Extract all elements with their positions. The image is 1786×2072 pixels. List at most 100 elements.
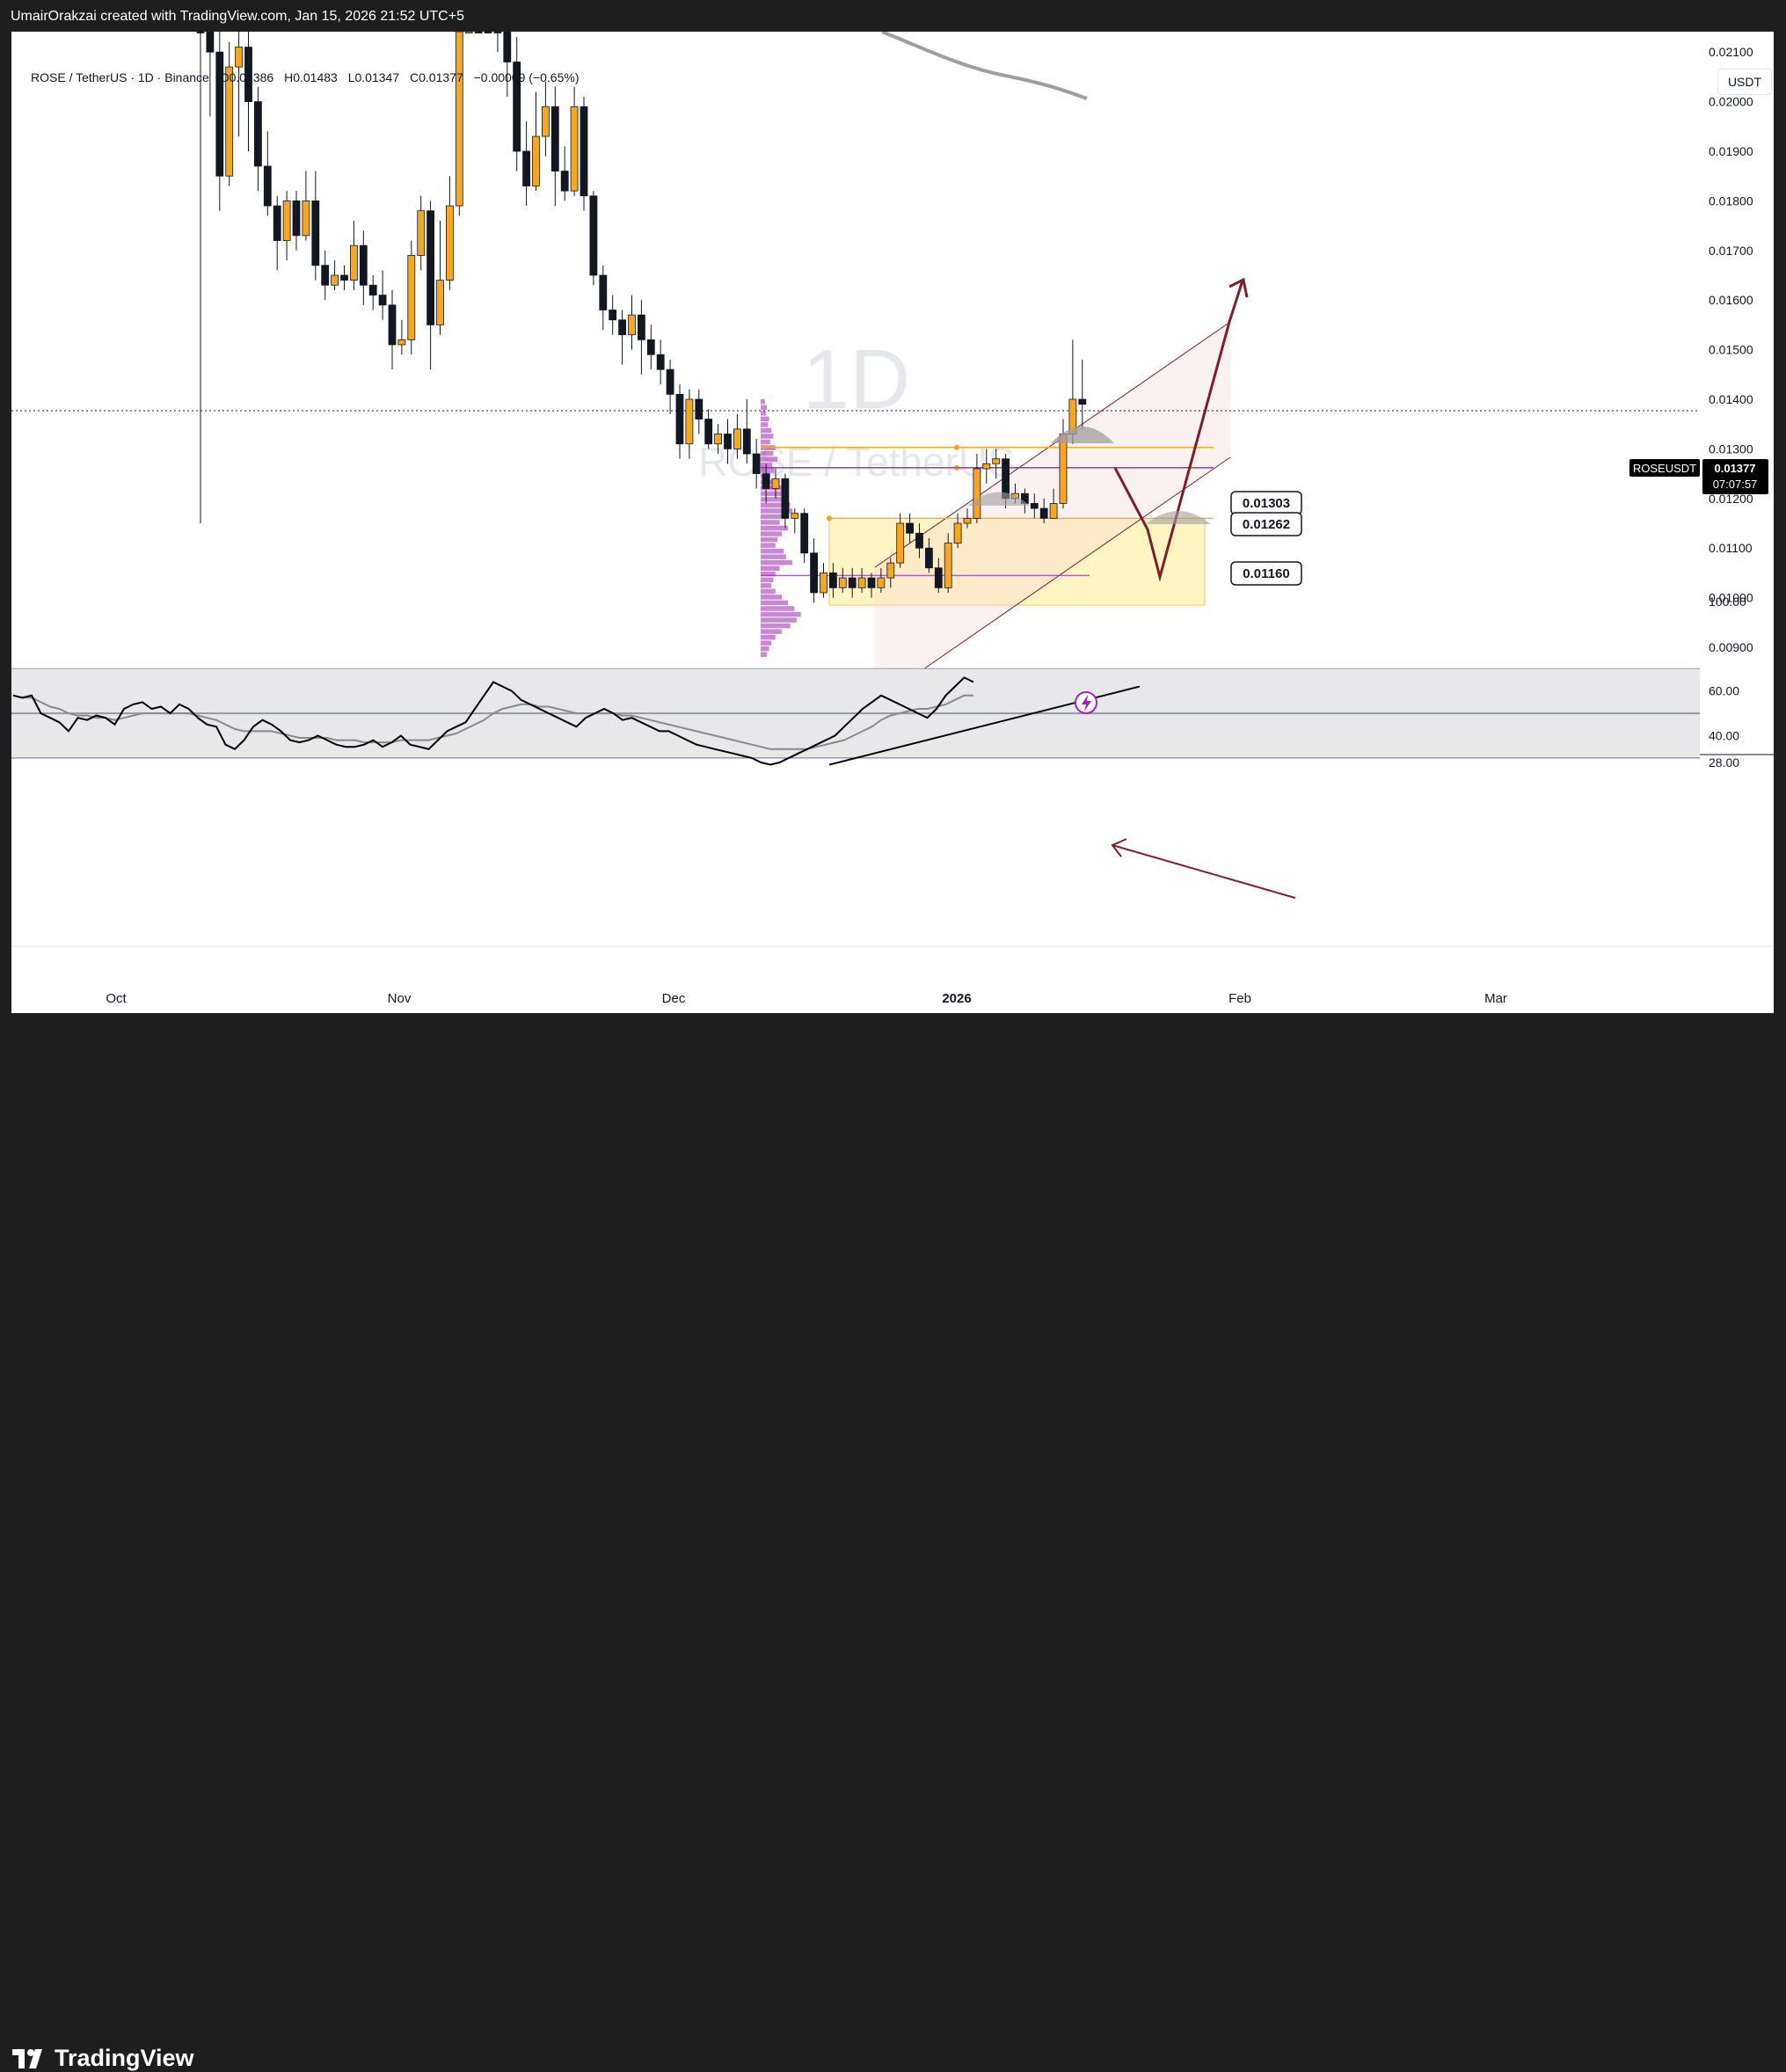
volume-profile-bar — [761, 588, 776, 595]
volume-profile-bar — [761, 520, 780, 525]
candle-body — [992, 458, 1001, 464]
watermark: 1D ROSE / TetherUS — [698, 332, 1015, 485]
price-tag-countdown: 07:07:57 — [1713, 478, 1758, 491]
candle-body — [666, 368, 674, 395]
candle-body — [417, 210, 426, 256]
volume-profile-bar — [761, 617, 797, 623]
rsi-tick-label: 28.00 — [1709, 755, 1739, 770]
rsi-pane — [11, 668, 1700, 899]
volume-profile-bar — [761, 525, 789, 531]
candle-body — [436, 280, 444, 325]
candle-body — [455, 32, 463, 207]
chart-panel[interactable]: 1D ROSE / TetherUS 0.02100 0.02000 0.01900… — [11, 32, 1774, 1013]
watermark-pair: ROSE / TetherUS — [698, 439, 1015, 485]
candle-body — [368, 284, 377, 295]
legend-open: O0.01386 — [219, 70, 274, 84]
demand-zone — [828, 517, 1206, 606]
candle-body — [464, 32, 473, 33]
candle-body — [829, 573, 837, 588]
volume-profile-bar — [761, 468, 775, 473]
symbol-legend[interactable]: ROSE / TetherUS · 1D · Binance O0.01386 … — [31, 70, 587, 84]
shoulder-left-shape — [968, 492, 1030, 506]
candle-body — [215, 51, 224, 177]
price-tick-label: 0.01300 — [1709, 441, 1753, 456]
volume-profile-bar — [761, 405, 768, 411]
candle-body — [542, 106, 550, 137]
price-axis[interactable]: 0.02100 0.02000 0.01900 0.01800 0.01700 0.016… — [1700, 45, 1774, 770]
volume-profile-bar — [761, 411, 766, 416]
candle-body — [867, 577, 876, 588]
currency-unit-button[interactable]: USDT — [1717, 69, 1772, 95]
price-tick-label: 0.01100 — [1709, 541, 1753, 555]
volume-profile — [761, 399, 801, 657]
candle-body — [742, 428, 751, 455]
price-tick-label: 0.01900 — [1709, 144, 1753, 158]
price-tick-label: 0.01800 — [1709, 193, 1753, 208]
candle-body — [714, 434, 722, 445]
top-bar: UmairOrakzai created with TradingView.co… — [0, 0, 1786, 32]
candle-body — [513, 62, 521, 152]
volume-profile-bar — [761, 514, 786, 520]
candle-body — [973, 468, 981, 519]
rsi-line — [12, 676, 974, 766]
price-tick-label: 0.01200 — [1709, 492, 1753, 506]
candle-body — [225, 66, 234, 177]
candle-body — [493, 32, 502, 33]
projection-path — [1113, 280, 1244, 582]
candle-body — [953, 522, 962, 544]
candle-body — [474, 32, 483, 33]
level-labels[interactable]: 0.01303 0.01262 0.01160 — [1230, 491, 1302, 586]
candle-body — [426, 210, 435, 325]
candle-body — [896, 522, 905, 564]
projection-arrowhead — [1228, 277, 1249, 298]
candle-body — [724, 434, 732, 449]
candle-body — [638, 314, 645, 340]
candle-body — [733, 428, 741, 449]
candle-body — [618, 319, 626, 336]
candle-body — [445, 205, 454, 281]
volume-profile-bar — [761, 531, 782, 536]
candle-body — [838, 577, 847, 588]
candle-body — [1059, 434, 1068, 504]
time-axis[interactable]: Oct Nov Dec 2026 Feb Mar — [11, 945, 1774, 1006]
rsi-tick-label: 100.00 — [1709, 595, 1746, 609]
candle-body — [1039, 507, 1048, 519]
projection-drawings[interactable] — [968, 277, 1249, 582]
candle-body — [206, 32, 215, 53]
volume-profile-bar — [761, 399, 765, 405]
candle-body — [235, 47, 244, 68]
candle-body — [628, 314, 636, 336]
candle-body — [944, 543, 952, 588]
candle-body — [800, 513, 809, 554]
chart-canvas[interactable]: 1D ROSE / TetherUS 0.02100 0.02000 0.01900… — [11, 32, 1774, 1013]
level-label-box — [1230, 561, 1302, 586]
candle-body — [781, 478, 790, 519]
rsi-arrow-head — [1111, 838, 1127, 857]
candle-body — [484, 32, 492, 33]
volume-profile-bar — [761, 439, 770, 445]
lightning-icon[interactable] — [1075, 691, 1097, 714]
volume-profile-bar — [761, 646, 769, 652]
legend-high: H0.01483 — [284, 70, 338, 84]
time-tick-label: Dec — [662, 991, 686, 1006]
time-tick-label: Feb — [1228, 991, 1251, 1006]
candle-body — [273, 205, 281, 241]
candle-body — [656, 354, 665, 370]
level-label: 0.01303 — [1243, 496, 1290, 511]
candle-body — [810, 552, 818, 594]
candle-body — [771, 478, 780, 489]
candle-body — [560, 171, 569, 192]
candle-body — [253, 101, 262, 167]
volume-profile-bar — [761, 434, 774, 439]
candle-body — [244, 47, 252, 103]
level-label: 0.01262 — [1243, 517, 1290, 532]
volume-profile-bar — [761, 611, 801, 617]
candle-body — [982, 463, 991, 470]
candle-body — [349, 244, 358, 281]
volume-profile-bar — [761, 565, 780, 571]
time-tick-label: Nov — [388, 991, 412, 1006]
moving-average — [881, 32, 1088, 100]
candle-body — [331, 274, 339, 286]
candle-body — [1030, 503, 1039, 509]
watermark-interval: 1D — [803, 332, 911, 427]
